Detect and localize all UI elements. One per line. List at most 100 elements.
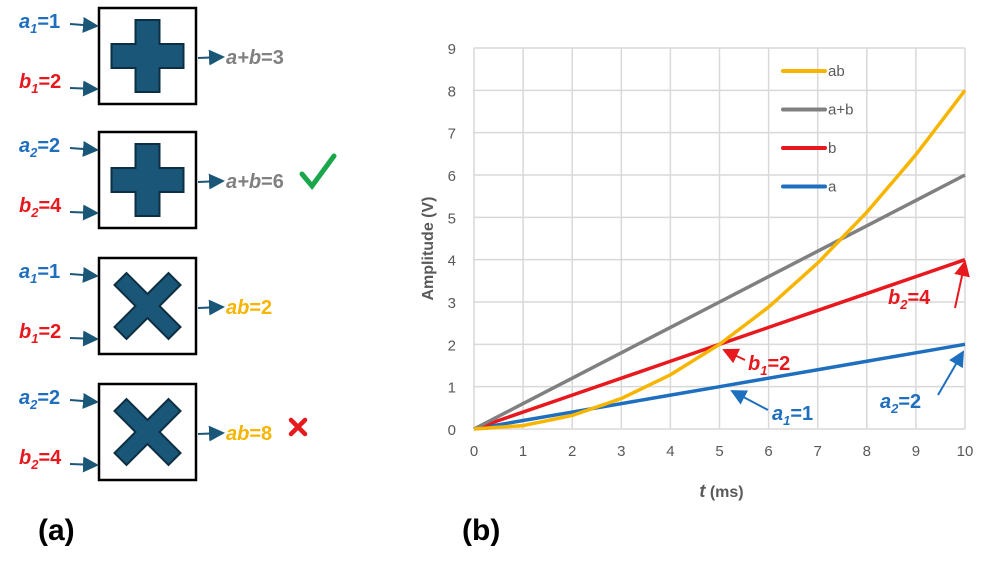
y-tick-label: 1	[448, 380, 456, 397]
output-value: =8	[249, 423, 272, 445]
x-tick-label: 6	[764, 443, 772, 460]
subscript: 2	[890, 401, 899, 416]
legend-label: b	[828, 140, 836, 157]
x-tick-label: 8	[863, 443, 871, 460]
input-arrow	[69, 266, 99, 283]
panel-b-label: (b)	[462, 514, 500, 547]
variable: b	[748, 353, 760, 375]
y-tick-label: 5	[448, 210, 456, 227]
x-tick-label: 2	[568, 443, 576, 460]
input-b-label: b2=4	[19, 447, 62, 472]
input-arrow	[69, 204, 99, 221]
legend-label: a	[828, 179, 837, 196]
variable: b	[19, 447, 31, 469]
output-label: ab=8	[226, 423, 272, 445]
operation-block: a2=2b2=4a+b=6	[19, 130, 337, 230]
annotation-arrow	[937, 350, 965, 396]
output-expr: ab	[226, 297, 249, 319]
times-icon	[113, 271, 182, 341]
series-line-a	[473, 342, 966, 431]
operation-block: a1=1 b1=2 ab=2	[19, 256, 272, 356]
value: =2	[898, 391, 921, 413]
input-b-label: b2=4	[19, 195, 62, 220]
series-line-ab	[473, 89, 967, 431]
output-var: b	[249, 47, 261, 69]
variable: b	[19, 195, 31, 217]
output-value: =2	[249, 297, 272, 319]
output-var: b	[249, 171, 261, 193]
annotation-arrow	[730, 390, 769, 411]
y-tick-label: 9	[448, 41, 456, 58]
panel-b-chart: 0 1 2 3 4 5 6 7 8 9 10 0 1 2 3 4 5 6 7 8 9 Amplitude (V) t (ms…	[420, 41, 973, 501]
panel-a-diagram: a1=1b1=2a+b=3a2=2b2=4a+b=6a1=1b1=2ab=2a2…	[19, 6, 337, 482]
subscript: 1	[783, 413, 790, 428]
value: =4	[38, 195, 62, 217]
output-expr: a+	[226, 171, 249, 193]
input-a-label: a1=1	[19, 261, 60, 286]
output-arrow	[197, 49, 225, 66]
y-tick-label: 7	[448, 126, 456, 143]
subscript: 1	[31, 331, 38, 346]
y-tick-label: 2	[448, 337, 456, 354]
output-expr: ab	[226, 423, 249, 445]
operation-block: a2=2b2=4ab=8	[19, 382, 308, 482]
value: =1	[790, 403, 813, 425]
input-arrow	[69, 392, 99, 409]
legend-label: a+b	[828, 102, 853, 119]
annotation-label: a2=2	[880, 391, 921, 416]
subscript: 1	[31, 81, 38, 96]
input-arrow	[69, 140, 99, 157]
x-tick-label: 9	[912, 443, 920, 460]
annotation-arrow	[722, 348, 746, 364]
value: =1	[37, 261, 60, 283]
subscript: 1	[30, 21, 37, 36]
input-a-label: a1=1	[19, 11, 60, 36]
x-axis-variable: t	[699, 481, 706, 501]
x-tick-label: 4	[666, 443, 674, 460]
value: =2	[37, 387, 60, 409]
variable: a	[880, 391, 891, 413]
output-expr: a+	[226, 47, 249, 69]
operation-block: a1=1b1=2a+b=3	[19, 6, 284, 106]
input-a-label: a2=2	[19, 387, 60, 412]
x-tick-label: 10	[957, 443, 974, 460]
output-label: ab=2	[226, 297, 272, 319]
output-value: =3	[261, 47, 284, 69]
y-tick-label: 0	[448, 422, 456, 439]
input-arrow	[69, 16, 99, 33]
variable: b	[19, 71, 31, 93]
annotation-label: b2=4	[888, 287, 931, 312]
variable: a	[19, 387, 30, 409]
subscript: 2	[899, 297, 908, 312]
output-arrow	[197, 425, 225, 442]
annotation-label: a1=1	[772, 403, 813, 428]
x-tick-label: 1	[519, 443, 527, 460]
x-tick-label: 0	[470, 443, 478, 460]
y-axis-label: Amplitude (V)	[420, 197, 437, 301]
y-tick-label: 8	[448, 83, 456, 100]
output-label: a+b=3	[226, 47, 284, 69]
panel-a-label: (a)	[38, 514, 75, 547]
annotation-label: b1=2	[748, 353, 790, 378]
y-tick-label: 4	[448, 253, 456, 270]
value: =2	[767, 353, 790, 375]
plus-icon	[110, 19, 185, 93]
input-arrow	[69, 456, 99, 473]
variable: a	[19, 11, 30, 33]
legend-label: ab	[828, 63, 845, 80]
cross-icon	[288, 417, 308, 437]
variable: a	[19, 135, 30, 157]
series-line-a-plus-b	[473, 173, 966, 431]
variable: a	[772, 403, 783, 425]
annotation-arrow	[954, 260, 970, 309]
input-b-label: b1=2	[19, 321, 61, 346]
value: =4	[38, 447, 62, 469]
x-tick-label: 3	[617, 443, 625, 460]
y-tick-label: 3	[448, 295, 456, 312]
input-arrow	[69, 330, 99, 347]
value: =2	[37, 135, 60, 157]
value: =1	[37, 11, 60, 33]
output-value: =6	[261, 171, 284, 193]
times-icon	[113, 397, 182, 467]
